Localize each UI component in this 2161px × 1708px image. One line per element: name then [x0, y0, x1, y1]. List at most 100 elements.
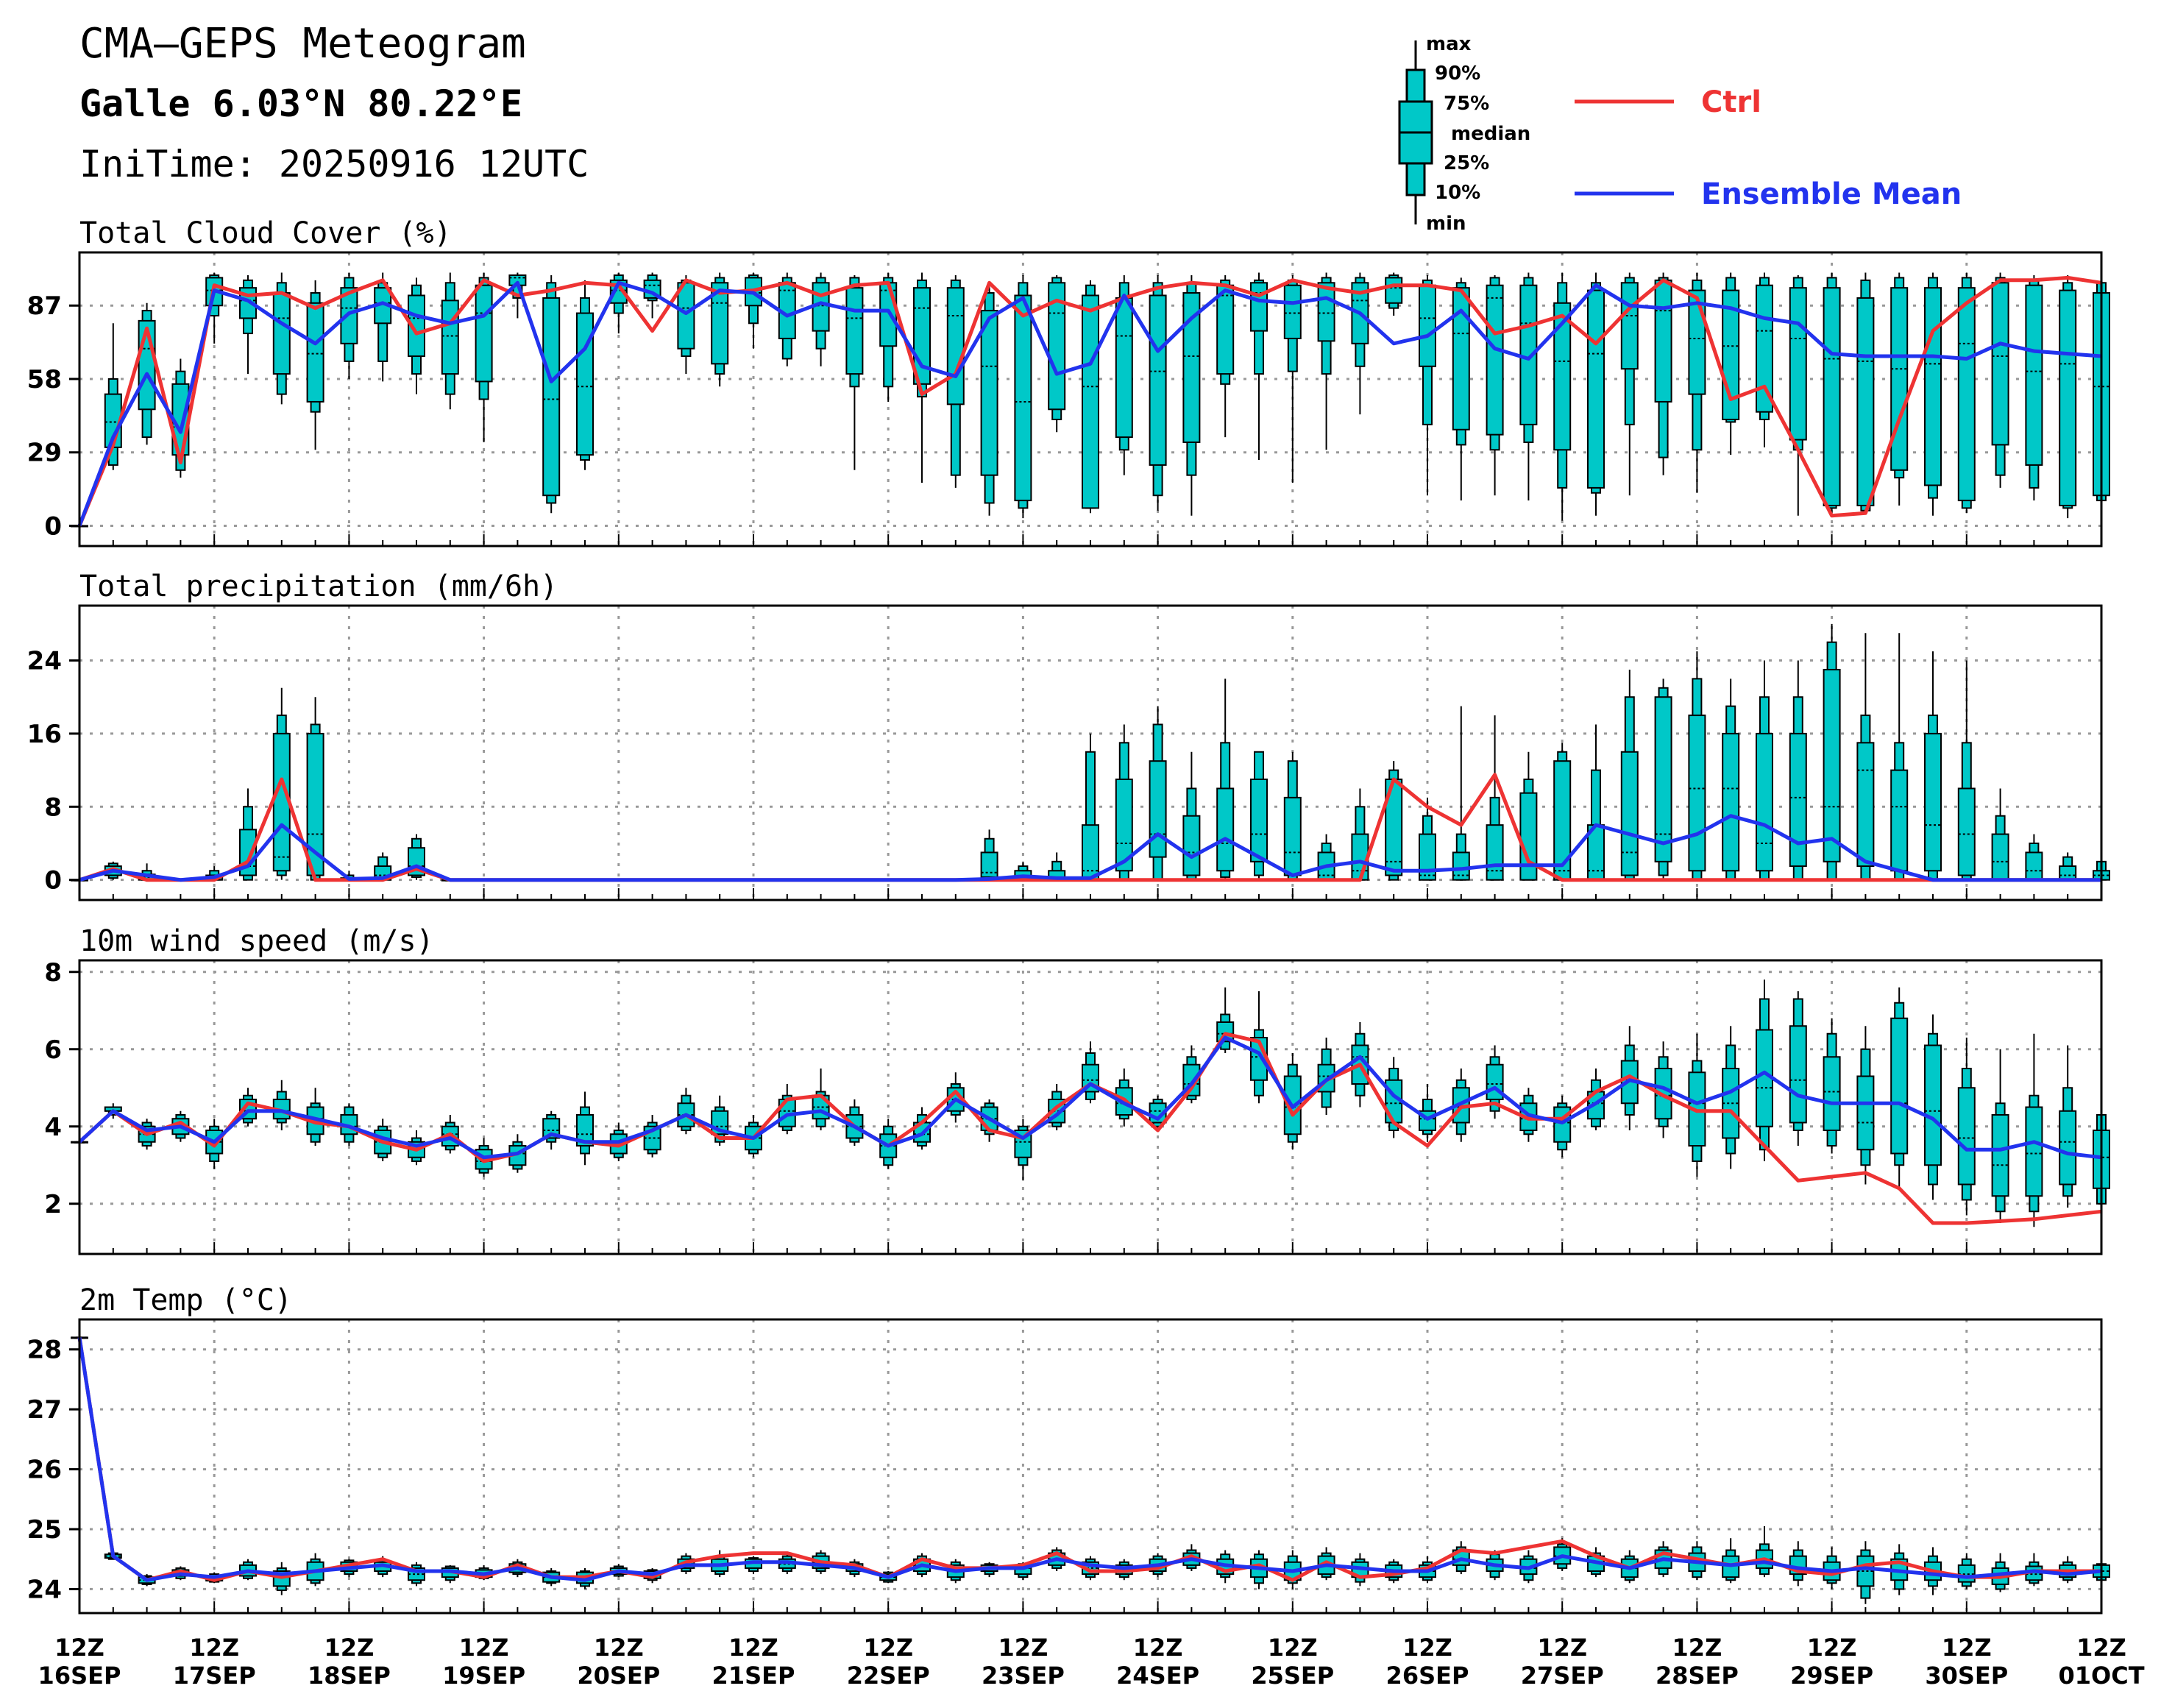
ensemble-box — [1553, 1095, 1572, 1158]
ensemble-box — [643, 1115, 661, 1158]
x-tick-hour: 12Z — [1672, 1634, 1722, 1662]
ctrl-line — [77, 275, 2102, 527]
ensemble-box — [1823, 272, 1841, 514]
ensemble-box — [1486, 274, 1504, 496]
ensemble-box — [946, 274, 965, 488]
ensemble-box — [980, 829, 998, 881]
x-tick-date: 18SEP — [308, 1662, 391, 1690]
box-inner — [1991, 282, 2009, 446]
box-inner — [1486, 824, 1504, 881]
x-tick-hour: 12Z — [324, 1634, 375, 1662]
box-inner — [1250, 282, 1268, 332]
ensemble-box — [1688, 272, 1706, 493]
ensemble-box — [1722, 1538, 1740, 1584]
x-tick-date: 29SEP — [1790, 1662, 1873, 1690]
box-inner — [1890, 769, 1909, 872]
x-tick-date: 23SEP — [982, 1662, 1065, 1690]
x-tick-date: 16SEP — [38, 1662, 121, 1690]
panel-title: 10m wind speed (m/s) — [79, 924, 434, 958]
x-tick-hour: 12Z — [863, 1634, 913, 1662]
y-tick-label: 29 — [27, 439, 62, 468]
legend-p75: 75% — [1444, 93, 1489, 115]
ensemble-box — [1216, 274, 1235, 438]
ensemble-box — [1587, 272, 1605, 516]
x-tick-date: 21SEP — [712, 1662, 795, 1690]
x-tick-hour: 12Z — [1807, 1634, 1857, 1662]
ensemble-box — [1014, 1119, 1032, 1181]
x-tick-date: 28SEP — [1656, 1662, 1739, 1690]
box-inner — [711, 282, 729, 365]
box-inner — [1250, 779, 1268, 862]
ensemble-box — [1890, 272, 1909, 506]
box-inner — [1317, 282, 1335, 342]
ensemble-mean-line — [77, 1337, 2102, 1582]
x-tick-date: 27SEP — [1521, 1662, 1604, 1690]
x-tick-hour: 12Z — [54, 1634, 104, 1662]
box-inner — [1654, 696, 1672, 862]
ensemble-box — [1890, 987, 1909, 1188]
box-inner — [1620, 751, 1639, 876]
ensemble-box — [408, 834, 425, 880]
box-inner — [2025, 1106, 2043, 1197]
ensemble-box — [272, 272, 291, 405]
ensemble-box — [2025, 274, 2043, 501]
box-inner — [1486, 284, 1504, 436]
x-tick-hour: 12Z — [189, 1634, 239, 1662]
ensemble-box — [1115, 274, 1133, 475]
legend-p25: 25% — [1444, 152, 1489, 174]
box-inner — [1688, 289, 1706, 395]
box-inner — [1149, 760, 1167, 858]
box-inner — [1924, 1044, 1942, 1166]
box-inner — [1182, 815, 1201, 876]
ensemble-box — [1654, 272, 1672, 475]
box-inner — [2025, 851, 2043, 881]
ensemble-box — [542, 1110, 561, 1150]
y-tick-label: 2 — [44, 1190, 62, 1219]
ensemble-box — [2025, 1033, 2043, 1227]
ensemble-box — [1452, 706, 1470, 881]
ensemble-box — [1149, 706, 1167, 881]
x-tick-hour: 12Z — [1942, 1634, 1992, 1662]
box-inner — [1115, 297, 1133, 439]
ensemble-box — [1957, 1553, 1976, 1590]
ensemble-box — [1283, 1053, 1302, 1150]
box-inner — [1756, 732, 1773, 872]
x-tick-hour: 12Z — [1537, 1634, 1587, 1662]
ensemble-box — [1924, 272, 1942, 516]
ensemble-box — [1823, 1547, 1841, 1590]
ensemble-box — [1014, 274, 1032, 519]
x-tick-hour: 12Z — [998, 1634, 1048, 1662]
box-inner — [1115, 779, 1133, 872]
ensemble-mean-line — [78, 1035, 2102, 1160]
ensemble-box — [2059, 274, 2077, 519]
ensemble-box — [1182, 274, 1201, 516]
box-inner — [1823, 1056, 1841, 1131]
x-tick-hour: 12Z — [1133, 1634, 1183, 1662]
y-tick-label: 8 — [44, 958, 62, 988]
box-inner — [1385, 277, 1403, 304]
ensemble-box — [1991, 1049, 2009, 1223]
y-tick-label: 0 — [44, 866, 62, 896]
box-inner — [1283, 796, 1302, 876]
x-tick-hour: 12Z — [1268, 1634, 1318, 1662]
ensemble-box — [1486, 715, 1504, 881]
ensemble-box — [1722, 272, 1740, 456]
ensemble-box — [239, 274, 257, 375]
ensemble-box — [542, 274, 561, 514]
ensemble-box — [239, 1088, 257, 1127]
y-tick-label: 58 — [27, 365, 62, 394]
ensemble-box — [845, 274, 864, 470]
x-tick-date: 25SEP — [1251, 1662, 1334, 1690]
box-inner — [576, 312, 594, 456]
ensemble-box — [711, 272, 729, 387]
box-inner — [1722, 732, 1740, 872]
box-inner — [1924, 732, 1942, 872]
box-inner — [1216, 284, 1235, 375]
ensemble-box — [1082, 1041, 1099, 1104]
box-inner — [1014, 294, 1032, 502]
ensemble-box — [1823, 1018, 1841, 1154]
ensemble-box — [408, 277, 425, 394]
x-tick-date: 26SEP — [1386, 1662, 1469, 1690]
x-tick-date: 01OCT — [2058, 1662, 2144, 1690]
